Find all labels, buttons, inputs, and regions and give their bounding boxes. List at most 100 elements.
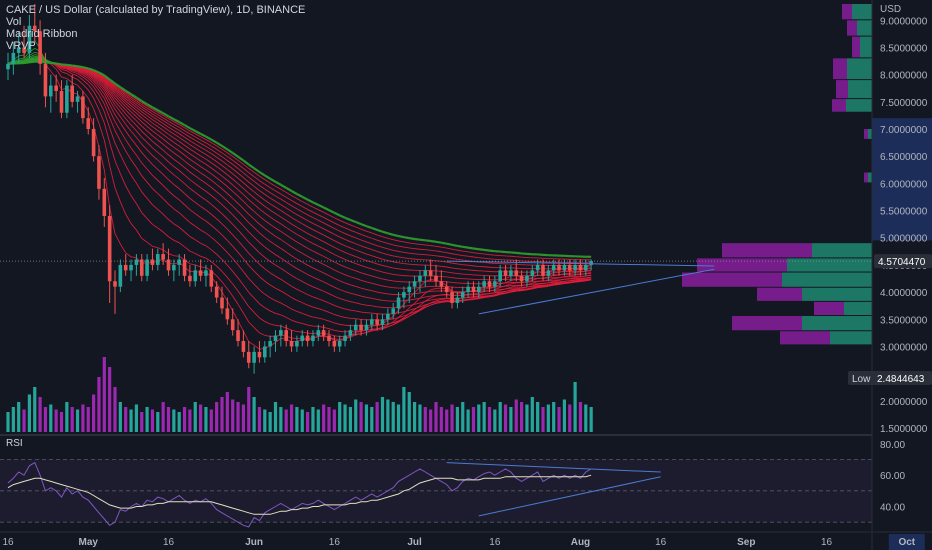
ribbon-segment (430, 287, 437, 291)
ribbon-segment (109, 206, 116, 234)
ribbon-segment (173, 195, 180, 201)
ribbon-segment (226, 148, 234, 154)
ribbon-segment (484, 261, 490, 264)
ribbon-segment (119, 243, 127, 254)
ribbon-segment (211, 153, 217, 158)
ribbon-segment (419, 292, 426, 299)
ribbon-segment (360, 287, 367, 290)
ribbon-segment (275, 312, 281, 316)
ribbon-segment (18, 60, 25, 62)
ribbon-segment (109, 86, 116, 94)
ribbon-segment (200, 229, 207, 234)
ribbon-segment (119, 86, 127, 92)
candle-body (145, 259, 149, 276)
candle-body (172, 264, 176, 271)
candle-body (59, 90, 64, 113)
ribbon-segment (211, 162, 217, 167)
ribbon-segment (253, 258, 260, 265)
rsi-trend-line (478, 476, 661, 517)
candle-body (166, 259, 171, 271)
ribbon-segment (98, 75, 105, 81)
ribbon-segment (152, 147, 159, 153)
ribbon-segment (548, 281, 554, 284)
ribbon-segment (120, 92, 126, 98)
ribbon-segment (114, 85, 121, 90)
ribbon-segment (296, 233, 303, 238)
candle-body (493, 281, 497, 287)
ribbon-segment (280, 239, 287, 244)
ribbon-segment (173, 255, 180, 257)
ribbon-segment (189, 236, 196, 241)
ribbon-segment (393, 255, 399, 258)
ribbon-segment (285, 234, 292, 240)
ribbon-segment (189, 153, 196, 158)
ribbon-segment (103, 87, 111, 97)
ribbon-segment (430, 245, 437, 247)
ribbon-segment (248, 252, 255, 260)
ribbon-segment (575, 281, 581, 283)
ribbon-segment (136, 137, 143, 145)
candle-body (225, 308, 230, 320)
ribbon-segment (146, 109, 153, 115)
ribbon-segment (505, 275, 512, 280)
ribbon-segment (232, 295, 239, 305)
ribbon-segment (130, 174, 137, 184)
ribbon-segment (184, 127, 191, 132)
ribbon-segment (409, 237, 415, 241)
ribbon-segment (269, 224, 276, 229)
ribbon-segment (312, 223, 319, 227)
time-tick-label: 16 (163, 537, 175, 548)
ribbon-segment (441, 260, 447, 263)
ribbon-segment (168, 142, 175, 148)
volume-bar (471, 407, 476, 432)
ribbon-segment (243, 188, 250, 194)
ribbon-segment (366, 289, 372, 292)
ribbon-segment (103, 111, 111, 128)
volume-bar (316, 409, 320, 432)
ribbon-segment (307, 324, 314, 327)
ribbon-segment (141, 114, 148, 120)
volume-bar (43, 407, 48, 432)
ribbon-segment (318, 225, 324, 230)
ribbon-segment (323, 248, 330, 252)
ribbon-segment (382, 241, 388, 244)
candle-body (321, 330, 326, 336)
ribbon-segment (393, 244, 399, 247)
ribbon-segment (344, 274, 351, 278)
ribbon-segment (408, 302, 415, 309)
ribbon-segment (194, 183, 201, 189)
volume-bar (541, 407, 545, 432)
volume-bar (166, 407, 171, 432)
ribbon-segment (334, 228, 340, 232)
ribbon-segment (178, 129, 185, 135)
ribbon-segment (221, 246, 228, 253)
time-tick-label: 16 (329, 537, 341, 548)
ribbon-segment (398, 262, 404, 265)
ribbon-segment (152, 204, 159, 210)
volume-profile-down-bar (847, 20, 857, 36)
ribbon-segment (259, 252, 266, 258)
ribbon-segment (227, 180, 233, 186)
ribbon-segment (312, 258, 319, 263)
ribbon-segment (334, 277, 340, 282)
ribbon-segment (425, 302, 431, 306)
ribbon-segment (264, 212, 271, 218)
ribbon-segment (580, 279, 586, 282)
ribbon-segment (339, 264, 346, 268)
ribbon-segment (414, 306, 421, 310)
candle-body (332, 341, 337, 347)
ribbon-segment (409, 308, 415, 311)
ribbon-segment (205, 163, 212, 169)
ribbon-segment (510, 289, 517, 291)
time-tick-label: 16 (2, 537, 14, 548)
ribbon-segment (93, 73, 100, 79)
volume-bar (252, 397, 256, 432)
ribbon-segment (414, 302, 421, 305)
ribbon-segment (328, 284, 335, 288)
candle-body (311, 335, 315, 342)
rsi-title[interactable]: RSI (6, 438, 23, 449)
ribbon-segment (136, 116, 143, 123)
ribbon-segment (275, 201, 282, 205)
ribbon-segment (312, 316, 319, 319)
